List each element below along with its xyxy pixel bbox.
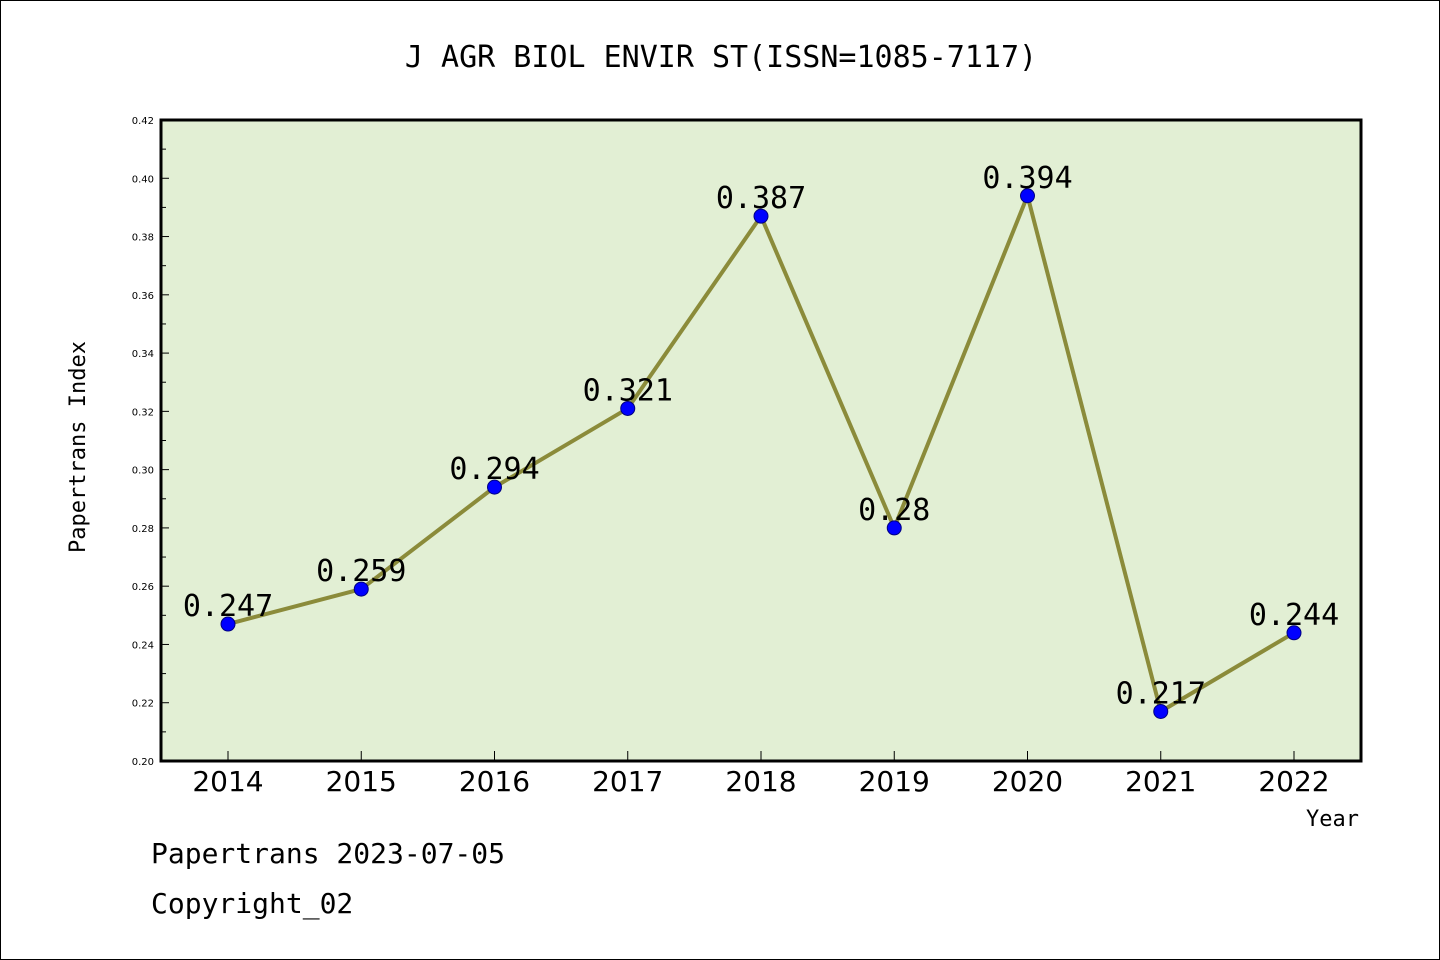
x-tick-label: 2014 <box>192 765 263 798</box>
data-label: 0.321 <box>583 373 673 408</box>
data-label: 0.217 <box>1116 676 1206 711</box>
data-label: 0.244 <box>1249 598 1339 633</box>
x-tick-label: 2020 <box>992 765 1063 798</box>
data-label: 0.294 <box>449 452 539 487</box>
y-tick-label: 0.34 <box>132 349 154 360</box>
x-tick-label: 2022 <box>1258 765 1329 798</box>
x-tick-label: 2019 <box>859 765 930 798</box>
footer-source-date: Papertrans 2023-07-05 <box>151 837 506 870</box>
data-label: 0.394 <box>982 161 1072 196</box>
data-labels-layer: 0.247 0.259 0.294 0.321 0.387 0.28 0.394 0.217 0… <box>183 161 1339 712</box>
y-tick-label: 0.28 <box>132 524 154 535</box>
x-tick-label: 2018 <box>725 765 796 798</box>
data-point <box>753 208 769 224</box>
y-tick-label: 0.42 <box>132 116 154 127</box>
y-tick-label: 0.24 <box>132 640 154 651</box>
y-tick-label: 0.38 <box>132 233 154 244</box>
data-label: 0.28 <box>858 493 930 528</box>
x-tick-label: 2017 <box>592 765 663 798</box>
data-point <box>620 400 636 416</box>
x-axis: 2014 2015 2016 2017 2018 2019 2020 2021 2022 <box>192 751 1330 798</box>
data-point <box>220 616 236 632</box>
y-tick-label: 0.30 <box>132 466 154 477</box>
y-tick-label: 0.40 <box>132 174 154 185</box>
y-tick-label: 0.26 <box>132 582 154 593</box>
plot-area <box>159 118 1363 763</box>
data-label: 0.247 <box>183 589 273 624</box>
data-point <box>487 479 502 495</box>
y-tick-label: 0.36 <box>132 291 154 302</box>
y-tick-label: 0.22 <box>132 699 154 710</box>
x-axis-label: Year <box>1306 807 1359 832</box>
x-tick-label: 2016 <box>459 765 530 798</box>
data-point <box>353 581 369 597</box>
x-tick-label: 2021 <box>1125 765 1196 798</box>
data-label: 0.387 <box>716 181 806 216</box>
data-point <box>1286 625 1302 641</box>
x-tick-label: 2015 <box>326 765 397 798</box>
data-point <box>1020 188 1035 204</box>
y-axis-label: Papertrans Index <box>66 341 91 553</box>
y-axis: 0.20 0.22 0.24 0.26 0.28 0.30 0.32 0.34 0.36 0.38… <box>132 116 169 768</box>
footer-copyright: Copyright_02 <box>151 887 354 920</box>
data-point <box>1153 703 1169 719</box>
y-tick-label: 0.20 <box>132 757 154 768</box>
data-label: 0.259 <box>316 554 406 589</box>
data-point <box>886 520 902 536</box>
y-tick-label: 0.32 <box>132 407 154 418</box>
chart-title: J AGR BIOL ENVIR ST(ISSN=1085-7117) <box>405 40 1037 75</box>
points-layer <box>220 188 1302 719</box>
